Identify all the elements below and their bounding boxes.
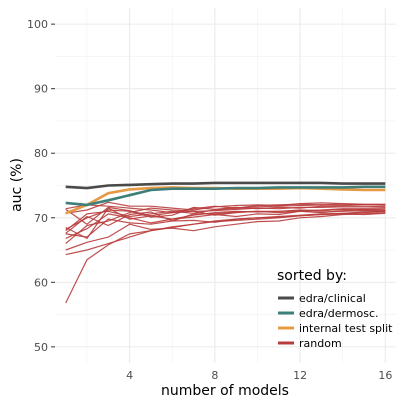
legend-label: edra/clinical [299, 292, 366, 305]
legend-label: edra/dermosc. [299, 307, 379, 320]
legend: sorted by: edra/clinical edra/dermosc. int… [277, 268, 393, 350]
y-tick-label: 100 [27, 18, 48, 31]
x-tick-label: 4 [126, 369, 133, 382]
random-series-line [65, 212, 386, 251]
random-series-line [65, 212, 386, 238]
random-series-line [65, 208, 386, 234]
random-series-line [65, 207, 386, 245]
legend-label: internal test split [299, 322, 393, 335]
y-axis-title: auc (%) [9, 158, 25, 212]
random-series-line [65, 204, 386, 232]
random-series-line [65, 201, 386, 214]
random-series-line [65, 203, 386, 214]
x-tick-label: 8 [211, 369, 218, 382]
series-line-edra-clinical [65, 181, 386, 190]
x-axis-title: number of models [161, 383, 289, 399]
y-tick-label: 90 [34, 83, 48, 96]
x-tick-label: 16 [378, 369, 392, 382]
x-axis: 4 8 12 16 [126, 369, 392, 382]
y-tick-label: 80 [34, 147, 48, 160]
y-axis: 50 60 70 80 90 100 [27, 18, 55, 354]
series-line-edra-dermosc- [65, 185, 386, 207]
random-series-line [65, 205, 386, 230]
legend-title: sorted by: [277, 268, 347, 284]
y-tick-label: 60 [34, 276, 48, 289]
y-tick-label: 70 [34, 212, 48, 225]
plot-lines [65, 181, 386, 304]
legend-label: random [299, 337, 342, 350]
x-tick-label: 12 [293, 369, 307, 382]
y-tick-label: 50 [34, 341, 48, 354]
